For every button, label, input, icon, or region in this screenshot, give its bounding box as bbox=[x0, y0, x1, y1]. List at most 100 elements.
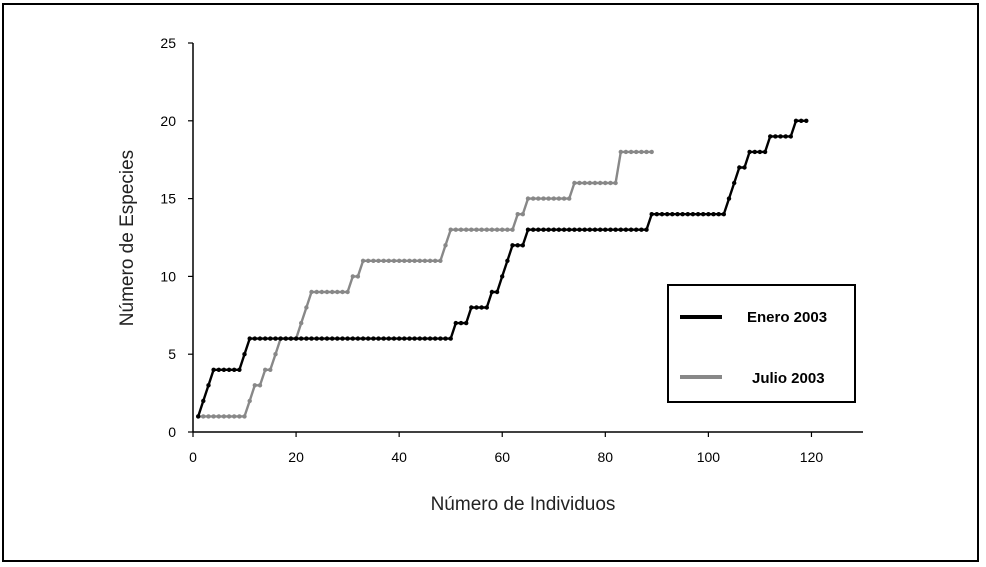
data-point-enero bbox=[273, 336, 278, 341]
data-point-enero bbox=[505, 258, 510, 263]
data-point-julio bbox=[257, 383, 263, 388]
data-point-julio bbox=[474, 227, 479, 232]
data-point-enero bbox=[587, 227, 592, 232]
data-point-enero bbox=[458, 320, 464, 326]
data-point-enero bbox=[355, 336, 361, 341]
data-point-enero bbox=[639, 227, 644, 232]
data-point-julio bbox=[623, 149, 629, 155]
data-point-julio bbox=[314, 289, 319, 295]
data-point-julio bbox=[551, 196, 556, 201]
data-point-enero bbox=[319, 336, 324, 341]
ticks-layer: 0 20 40 60 80 100 120 0 5 10 15 20 25 bbox=[160, 35, 823, 465]
data-point-enero bbox=[582, 227, 587, 232]
data-point-julio bbox=[613, 180, 618, 186]
data-point-enero bbox=[701, 212, 706, 217]
data-point-enero bbox=[340, 336, 345, 341]
data-point-enero bbox=[247, 336, 252, 341]
data-point-enero bbox=[211, 367, 216, 372]
data-point-julio bbox=[505, 227, 510, 232]
data-point-enero bbox=[479, 305, 484, 310]
data-point-enero bbox=[773, 134, 778, 139]
data-point-enero bbox=[386, 336, 391, 341]
data-point-julio bbox=[252, 383, 257, 388]
data-point-enero bbox=[252, 336, 257, 341]
data-point-enero bbox=[494, 289, 500, 295]
data-point-enero bbox=[690, 212, 696, 217]
data-point-enero bbox=[742, 165, 747, 170]
data-point-julio bbox=[469, 227, 474, 232]
x-tick-label: 0 bbox=[189, 449, 197, 465]
data-point-julio bbox=[422, 258, 428, 263]
data-point-julio bbox=[649, 149, 654, 155]
data-point-julio bbox=[443, 243, 448, 248]
data-point-julio bbox=[247, 398, 252, 404]
data-point-julio bbox=[577, 180, 582, 186]
data-point-julio bbox=[438, 258, 443, 263]
data-point-julio bbox=[494, 227, 500, 232]
data-point-julio bbox=[324, 289, 330, 295]
data-point-julio bbox=[592, 180, 598, 186]
data-point-julio bbox=[531, 196, 536, 201]
data-point-enero bbox=[706, 212, 711, 217]
data-point-enero bbox=[644, 227, 649, 232]
data-point-enero bbox=[484, 305, 489, 310]
data-point-enero bbox=[628, 227, 634, 232]
data-point-enero bbox=[721, 212, 726, 217]
data-point-enero bbox=[330, 336, 335, 341]
data-point-julio bbox=[608, 180, 613, 186]
data-point-enero bbox=[324, 336, 330, 341]
data-point-julio bbox=[510, 227, 515, 232]
series-enero bbox=[196, 118, 809, 419]
data-point-julio bbox=[304, 305, 309, 310]
data-point-enero bbox=[242, 352, 247, 357]
data-point-julio bbox=[242, 414, 247, 419]
data-point-julio bbox=[232, 414, 237, 419]
x-tick-label: 20 bbox=[288, 449, 304, 465]
data-point-julio bbox=[299, 320, 304, 326]
data-point-julio bbox=[350, 274, 355, 279]
data-point-julio bbox=[330, 289, 335, 295]
data-point-enero bbox=[232, 367, 237, 372]
data-point-enero bbox=[464, 320, 469, 326]
data-point-julio bbox=[335, 289, 340, 295]
data-point-julio bbox=[412, 258, 417, 263]
data-point-enero bbox=[283, 336, 288, 341]
data-point-julio bbox=[402, 258, 407, 263]
data-point-enero bbox=[268, 336, 273, 341]
data-point-enero bbox=[453, 320, 458, 326]
legend-label-julio: Julio 2003 bbox=[752, 370, 825, 387]
data-point-enero bbox=[618, 227, 623, 232]
data-point-enero bbox=[613, 227, 618, 232]
data-point-julio bbox=[541, 196, 546, 201]
data-point-julio bbox=[376, 258, 381, 263]
data-point-enero bbox=[665, 212, 670, 217]
data-point-julio bbox=[453, 227, 458, 232]
data-point-enero bbox=[783, 134, 788, 139]
data-point-enero bbox=[788, 134, 793, 139]
data-point-enero bbox=[201, 398, 206, 404]
data-point-enero bbox=[551, 227, 556, 232]
data-point-enero bbox=[381, 336, 386, 341]
data-point-enero bbox=[752, 149, 757, 155]
data-point-enero bbox=[603, 227, 608, 232]
data-point-enero bbox=[510, 243, 515, 248]
data-point-julio bbox=[582, 180, 587, 186]
y-tick-label: 15 bbox=[160, 191, 176, 207]
data-point-julio bbox=[381, 258, 386, 263]
data-point-enero bbox=[500, 274, 505, 279]
data-point-enero bbox=[757, 149, 763, 155]
data-point-enero bbox=[407, 336, 412, 341]
data-point-enero bbox=[433, 336, 438, 341]
axes-layer bbox=[192, 43, 863, 433]
y-tick-label: 0 bbox=[168, 424, 176, 440]
x-tick-label: 100 bbox=[697, 449, 721, 465]
data-point-julio bbox=[268, 367, 273, 372]
data-point-julio bbox=[634, 149, 639, 155]
x-tick-label: 40 bbox=[391, 449, 407, 465]
data-point-julio bbox=[345, 289, 350, 295]
data-point-enero bbox=[417, 336, 422, 341]
data-point-julio bbox=[561, 196, 567, 201]
data-point-julio bbox=[572, 180, 577, 186]
data-point-enero bbox=[608, 227, 613, 232]
